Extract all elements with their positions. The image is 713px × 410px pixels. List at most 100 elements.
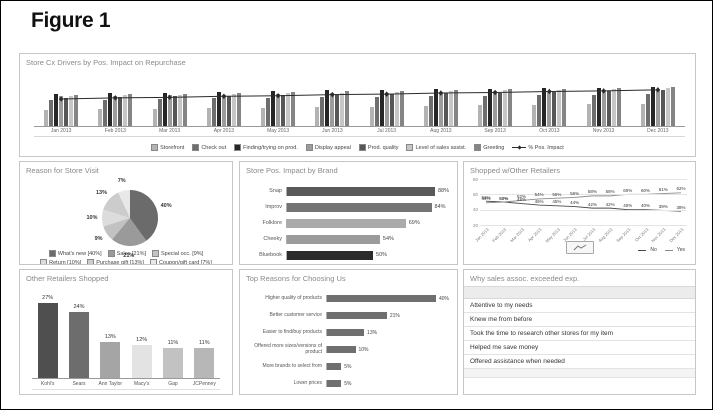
x-tick-label: Jan 2013 xyxy=(50,128,72,134)
x-tick-label: Sep 2013 xyxy=(615,227,632,244)
data-point-label: 49% xyxy=(481,196,491,202)
series-bar xyxy=(266,97,271,126)
series-bar xyxy=(108,93,113,126)
x-tick-label: Nov 2013 xyxy=(592,128,615,134)
series-bar xyxy=(123,95,128,126)
hbar-track: 5% xyxy=(326,363,449,370)
data-point-label: 46% xyxy=(534,198,544,204)
brand-hbar-chart: Snap 88% Improv 84% Folklore 69% Cheeky 54% Blue… xyxy=(244,183,449,263)
hbar-row: Cheeky 54% xyxy=(244,231,449,247)
panel-title-store-pos-impact-by-brand: Store Pos. Impact by Brand xyxy=(246,166,338,175)
series-bar xyxy=(542,88,547,126)
series-bar xyxy=(611,89,616,126)
legend-swatch xyxy=(152,250,160,257)
series-bar xyxy=(206,108,211,126)
series-bar xyxy=(606,90,611,126)
series-bar xyxy=(325,90,330,126)
bar xyxy=(162,347,183,378)
series-bar xyxy=(384,92,389,126)
hbar-track: 69% xyxy=(286,218,449,228)
chart-type-button[interactable] xyxy=(565,241,594,254)
hbar-row: Offered more sizes/versions of product 10… xyxy=(244,341,449,358)
x-tick-label: Oct 2013 xyxy=(539,128,560,134)
series-bar xyxy=(498,92,503,126)
hbar-track: 54% xyxy=(286,234,449,244)
hbar-row: More brands to select from 5% xyxy=(244,358,449,375)
series-bar xyxy=(483,95,488,126)
hbar-value-label: 88% xyxy=(437,188,449,194)
hbar-value-label: 13% xyxy=(367,329,378,336)
series-bar xyxy=(616,88,621,126)
hbar-bar xyxy=(287,234,380,244)
series-bar xyxy=(493,91,498,126)
reasons-hbar-chart: Higher quality of products 40% Better cust… xyxy=(244,290,449,392)
x-tick-label: Jul 2013 xyxy=(581,227,596,242)
series-bar xyxy=(216,91,221,126)
why-list-header xyxy=(464,286,695,299)
series-bar xyxy=(335,94,340,126)
legend-swatch xyxy=(474,144,482,151)
x-tick-label: Dec 2013 xyxy=(668,227,685,244)
x-tick-label: Macy's xyxy=(133,381,150,387)
hbar-value-label: 69% xyxy=(408,220,420,226)
legend-swatch xyxy=(48,250,56,257)
x-tick-label: Aug 2013 xyxy=(430,128,452,134)
series-bar xyxy=(340,92,345,126)
series-bar xyxy=(157,99,162,126)
pie-slice-label: 21% xyxy=(123,252,135,259)
legend-item: Level of sales assist. xyxy=(406,144,466,151)
series-bar xyxy=(182,93,187,126)
series-bar xyxy=(586,104,591,126)
legend-label: Greeting xyxy=(483,144,505,151)
bar-group xyxy=(143,72,197,126)
legend-line-icon xyxy=(664,249,673,251)
x-tick-label: Apr 2013 xyxy=(527,227,543,243)
figure-title: Figure 1 xyxy=(31,9,111,32)
x-tick-label: Aug 2013 xyxy=(597,227,614,244)
series-bar xyxy=(645,94,650,126)
series-bar xyxy=(211,98,216,126)
series-bar xyxy=(670,87,675,126)
series-bar xyxy=(552,91,557,126)
x-tick-label: Mar 2013 xyxy=(508,227,525,244)
series-bar xyxy=(399,90,404,126)
data-point-label: 58% xyxy=(605,189,615,195)
legend-item: Purchase gift [13%] xyxy=(87,259,144,264)
series-bar xyxy=(601,90,606,126)
hbar-bar xyxy=(327,295,436,302)
hbar-bar xyxy=(287,250,374,260)
series-bar xyxy=(665,88,670,126)
hbar-category-label: Improv xyxy=(265,203,282,210)
gridline xyxy=(480,209,687,211)
series-bar xyxy=(428,96,433,126)
legend-swatch xyxy=(358,144,366,151)
series-bar xyxy=(389,93,394,126)
legend-item-line: % Pos. Impact xyxy=(512,145,564,151)
legend-label: No xyxy=(650,247,657,253)
series-bar xyxy=(562,88,567,126)
legend-label: Prod. quality xyxy=(367,144,399,151)
series-bar xyxy=(226,95,231,126)
legend-no-yes: No Yes xyxy=(638,247,685,253)
legend-item: Coupon/gift card [7%] xyxy=(149,259,212,264)
x-tick-label: Sep 2013 xyxy=(484,128,506,134)
legend-item: Yes xyxy=(664,247,685,253)
legend-item: Prod. quality xyxy=(358,144,399,151)
bar-value-label: 12% xyxy=(136,336,148,343)
series-bar xyxy=(345,91,350,126)
bar-group xyxy=(251,72,305,126)
series-bar xyxy=(44,109,49,126)
bar-column: 27% xyxy=(32,292,63,378)
legend-label: Special occ. [9%] xyxy=(161,250,204,257)
list-item: Attentive to my needs xyxy=(464,299,695,313)
bar-column: 11% xyxy=(157,292,188,378)
bar-value-label: 11% xyxy=(167,339,179,346)
bar-group xyxy=(414,72,468,126)
x-tick-label: Kohl's xyxy=(40,381,55,387)
bar-column: 11% xyxy=(189,292,220,378)
hbar-value-label: 5% xyxy=(344,380,352,387)
bar-group xyxy=(88,72,142,126)
legend-item: Storefront xyxy=(151,144,184,151)
series-bar xyxy=(64,97,69,126)
data-point-label: 55% xyxy=(552,191,562,197)
